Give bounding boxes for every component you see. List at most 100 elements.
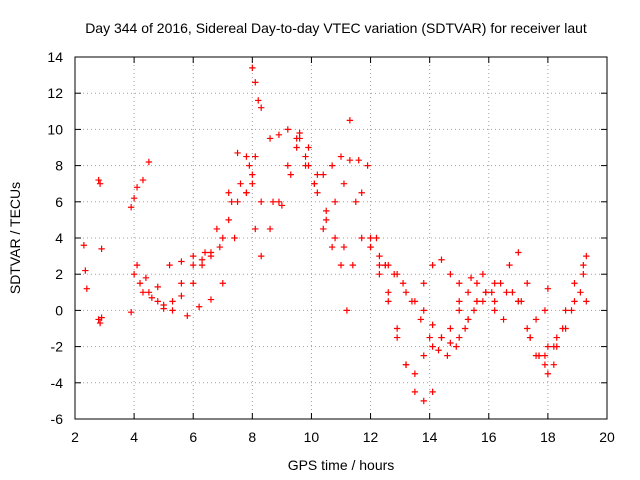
series-arc-r: [456, 271, 552, 359]
data-point: [367, 234, 374, 242]
data-point: [541, 307, 549, 314]
data-point: [402, 361, 410, 368]
series-arc-t: [544, 271, 590, 350]
data-point: [550, 361, 557, 368]
data-point: [364, 162, 371, 169]
data-point: [96, 319, 104, 327]
data-point: [139, 289, 147, 296]
y-tick-label: 12: [47, 85, 63, 101]
data-point: [461, 325, 469, 332]
y-tick-label: 8: [55, 158, 63, 174]
x-tick-label: 20: [599, 429, 615, 445]
data-point: [328, 162, 336, 169]
data-point: [479, 298, 487, 305]
data-point: [544, 285, 552, 292]
data-point: [314, 189, 321, 196]
data-point: [515, 249, 522, 256]
data-point: [391, 271, 398, 278]
y-tick-label: -4: [51, 375, 64, 391]
data-point: [249, 171, 256, 178]
data-point: [252, 153, 259, 160]
series-layer: [80, 64, 590, 405]
data-point: [559, 325, 566, 332]
data-point: [219, 234, 226, 242]
y-tick-label: -6: [51, 411, 64, 427]
data-point: [169, 307, 176, 314]
data-point: [148, 294, 156, 301]
data-point: [323, 216, 330, 224]
y-tick-label: 2: [55, 266, 63, 282]
data-point: [201, 249, 209, 256]
data-point: [98, 245, 105, 253]
data-point: [337, 261, 345, 269]
data-point: [284, 126, 291, 133]
series-arc-p: [382, 249, 557, 368]
data-point: [237, 180, 244, 187]
x-tick-label: 18: [540, 429, 556, 445]
data-point: [376, 271, 383, 278]
data-point: [258, 252, 265, 260]
data-point: [500, 316, 507, 323]
data-point: [479, 271, 487, 278]
data-point: [142, 274, 150, 282]
series-arc-f: [130, 153, 259, 314]
data-point: [130, 271, 138, 278]
data-point: [269, 198, 277, 205]
data-point: [385, 289, 392, 296]
data-point: [532, 316, 540, 323]
data-point: [127, 309, 135, 316]
data-point: [219, 280, 226, 287]
data-point: [190, 261, 197, 269]
data-point: [249, 180, 256, 187]
series-arc-b: [95, 176, 105, 253]
data-point: [393, 334, 401, 341]
data-point: [580, 271, 587, 278]
data-point: [503, 289, 510, 296]
data-point: [491, 298, 498, 305]
data-point: [464, 289, 472, 296]
x-tick-label: 2: [71, 429, 79, 445]
y-tick-label: 14: [47, 49, 63, 65]
data-point: [198, 261, 206, 269]
series-arc-c: [95, 314, 105, 327]
y-tick-label: -2: [51, 339, 64, 355]
data-point: [243, 153, 250, 160]
series-arc-o: [367, 243, 498, 347]
y-axis-label: SDTVAR / TECUs: [7, 182, 23, 294]
data-point: [195, 303, 203, 310]
data-point: [385, 298, 392, 305]
data-point: [456, 307, 463, 314]
data-point: [133, 184, 141, 191]
data-point: [234, 198, 241, 205]
data-point: [429, 343, 436, 350]
data-point: [417, 316, 424, 323]
data-point: [337, 153, 345, 160]
data-point: [213, 225, 221, 233]
data-point: [287, 171, 294, 178]
data-point: [198, 256, 206, 263]
series-arc-n: [358, 189, 481, 377]
data-point: [340, 243, 348, 251]
data-point: [252, 225, 259, 233]
data-point: [550, 343, 557, 350]
x-tick-label: 4: [130, 429, 138, 445]
data-point: [411, 370, 419, 377]
series-arc-i: [249, 64, 265, 111]
data-point: [420, 397, 427, 405]
data-point: [497, 280, 504, 287]
data-point: [346, 117, 354, 124]
data-point: [160, 301, 167, 309]
data-point: [571, 280, 578, 287]
x-tick-label: 16: [481, 429, 497, 445]
data-point: [435, 347, 442, 354]
data-point: [393, 325, 401, 332]
data-point: [464, 316, 472, 323]
data-point: [275, 198, 283, 205]
data-point: [98, 314, 105, 321]
data-point: [323, 207, 330, 215]
data-point: [358, 234, 365, 242]
data-point: [305, 144, 312, 151]
series-arc-h: [184, 180, 265, 320]
x-axis-label: GPS time / hours: [288, 457, 395, 473]
data-point: [420, 280, 427, 287]
